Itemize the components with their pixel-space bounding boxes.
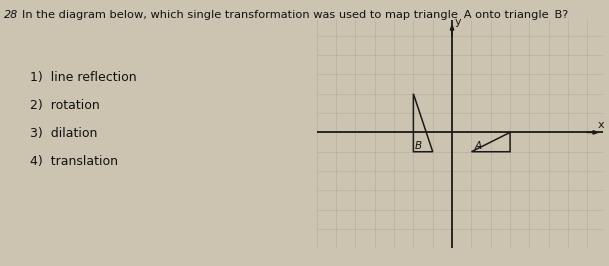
- Text: A: A: [474, 141, 482, 151]
- Text: y: y: [454, 17, 461, 27]
- Text: x: x: [598, 120, 605, 130]
- Text: 1)  line reflection: 1) line reflection: [30, 71, 136, 84]
- FancyArrow shape: [306, 131, 317, 134]
- Text: 28: 28: [4, 10, 18, 20]
- Text: In the diagram below, which single transformation was used to map triangle  A on: In the diagram below, which single trans…: [22, 10, 568, 20]
- FancyArrow shape: [450, 25, 454, 36]
- FancyArrow shape: [587, 131, 598, 134]
- Text: B: B: [414, 141, 421, 151]
- Text: 3)  dilation: 3) dilation: [30, 127, 97, 140]
- Text: 2)  rotation: 2) rotation: [30, 99, 100, 112]
- FancyArrow shape: [450, 248, 454, 259]
- Text: 4)  translation: 4) translation: [30, 155, 118, 168]
